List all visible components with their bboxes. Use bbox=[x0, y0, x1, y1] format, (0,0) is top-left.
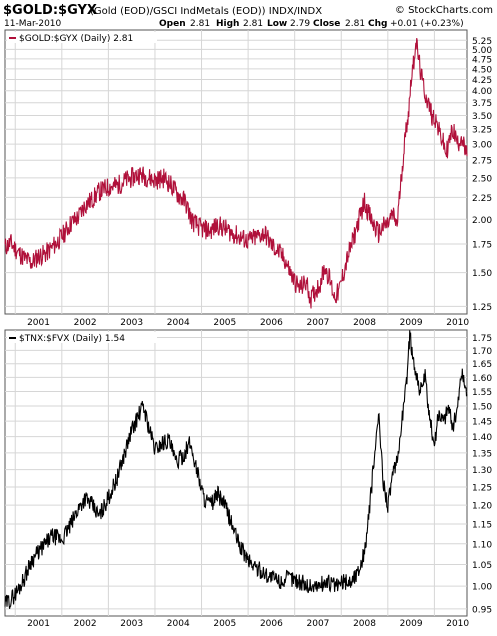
y-tick-label: 1.10 bbox=[472, 540, 492, 550]
x-tick-label: 2007 bbox=[307, 318, 330, 328]
plot-area bbox=[4, 29, 468, 315]
y-tick-label: 5.25 bbox=[472, 37, 492, 47]
y-tick-label: 2.00 bbox=[472, 216, 492, 226]
y-tick-label: 4.50 bbox=[472, 65, 492, 75]
open-value: 2.81 bbox=[190, 19, 210, 29]
close-value: 2.81 bbox=[345, 19, 365, 29]
x-tick-label: 2008 bbox=[353, 318, 376, 328]
source-credit: © StockCharts.com bbox=[395, 5, 493, 16]
series-line bbox=[4, 37, 468, 309]
legend: $TNX:$FVX (Daily) 1.54 bbox=[7, 332, 157, 344]
x-tick-label: 2001 bbox=[27, 318, 50, 328]
x-tick-label: 2008 bbox=[353, 619, 376, 629]
high-value: 2.81 bbox=[243, 19, 263, 29]
x-tick-label: 2005 bbox=[213, 318, 236, 328]
low-label: Low bbox=[267, 19, 287, 29]
legend-background bbox=[7, 332, 157, 343]
low-value: 2.79 bbox=[290, 19, 310, 29]
y-tick-label: 1.50 bbox=[472, 269, 492, 279]
x-tick-label: 2002 bbox=[74, 318, 97, 328]
y-tick-label: 1.25 bbox=[472, 303, 492, 313]
y-tick-label: 1.70 bbox=[472, 347, 492, 357]
y-tick-label: 1.55 bbox=[472, 388, 492, 398]
gold-gyx-panel: 1.25 1.50 1.75 2.00 2.25 2.50 2.75 3.00 3.25 3.50… bbox=[4, 29, 492, 328]
y-tick-label: 1.75 bbox=[472, 334, 492, 344]
y-tick-label: 1.45 bbox=[472, 418, 492, 428]
y-tick-label: 4.75 bbox=[472, 55, 492, 65]
y-tick-label: 1.60 bbox=[472, 374, 492, 384]
x-tick-label: 2009 bbox=[400, 318, 423, 328]
y-tick-label: 3.00 bbox=[472, 141, 492, 151]
x-tick-label: 2004 bbox=[167, 619, 190, 629]
x-tick-label: 2006 bbox=[260, 619, 283, 629]
y-tick-label: 1.35 bbox=[472, 449, 492, 459]
legend-background bbox=[7, 32, 157, 43]
legend-label: $GOLD:$GYX (Daily) 2.81 bbox=[19, 34, 133, 44]
y-tick-label: 2.75 bbox=[472, 157, 492, 167]
y-tick-label: 1.15 bbox=[472, 521, 492, 531]
y-tick-label: 4.25 bbox=[472, 76, 492, 86]
chart-symbol: $GOLD:$GYX bbox=[3, 3, 97, 18]
y-tick-label: 1.05 bbox=[472, 561, 492, 571]
y-tick-label: 3.50 bbox=[472, 112, 492, 122]
tnx-fvx-panel: 0.95 1.00 1.05 1.10 1.15 1.20 1.25 1.30 1.35 1.40… bbox=[4, 329, 492, 629]
x-tick-label: 2007 bbox=[307, 619, 330, 629]
y-tick-label: 3.75 bbox=[472, 99, 492, 109]
legend: $GOLD:$GYX (Daily) 2.81 bbox=[7, 32, 157, 44]
y-tick-label: 0.95 bbox=[472, 605, 492, 615]
chart-description: (Gold (EOD)/GSCI IndMetals (EOD)) INDX/I… bbox=[90, 6, 322, 17]
plot-area bbox=[4, 329, 468, 617]
y-tick-label: 2.25 bbox=[472, 194, 492, 204]
y-tick-label: 3.25 bbox=[472, 126, 492, 136]
y-tick-label: 1.50 bbox=[472, 403, 492, 413]
y-tick-label: 4.00 bbox=[472, 87, 492, 97]
x-tick-label: 2010 bbox=[446, 619, 469, 629]
x-tick-label: 2006 bbox=[260, 318, 283, 328]
y-tick-label: 5.00 bbox=[472, 46, 492, 56]
close-label: Close bbox=[313, 19, 340, 29]
x-tick-label: 2003 bbox=[120, 318, 143, 328]
chg-value: +0.01 (+0.23%) bbox=[390, 19, 464, 29]
y-tick-label: 1.40 bbox=[472, 433, 492, 443]
series-line bbox=[4, 330, 468, 609]
legend-label: $TNX:$FVX (Daily) 1.54 bbox=[19, 334, 125, 344]
x-tick-label: 2005 bbox=[213, 619, 236, 629]
x-tick-label: 2002 bbox=[74, 619, 97, 629]
chart-date: 11-Mar-2010 bbox=[4, 19, 62, 29]
y-tick-label: 1.25 bbox=[472, 484, 492, 494]
open-label: Open bbox=[159, 19, 186, 29]
x-tick-label: 2001 bbox=[27, 619, 50, 629]
chg-label: Chg bbox=[368, 19, 387, 29]
y-tick-label: 1.65 bbox=[472, 360, 492, 370]
x-tick-label: 2004 bbox=[167, 318, 190, 328]
y-tick-label: 2.50 bbox=[472, 174, 492, 184]
y-tick-label: 1.30 bbox=[472, 466, 492, 476]
high-label: High bbox=[216, 19, 239, 29]
y-tick-label: 1.75 bbox=[472, 241, 492, 251]
x-tick-label: 2010 bbox=[446, 318, 469, 328]
x-tick-label: 2003 bbox=[120, 619, 143, 629]
y-tick-label: 1.00 bbox=[472, 583, 492, 593]
x-tick-label: 2009 bbox=[400, 619, 423, 629]
y-tick-label: 1.20 bbox=[472, 502, 492, 512]
